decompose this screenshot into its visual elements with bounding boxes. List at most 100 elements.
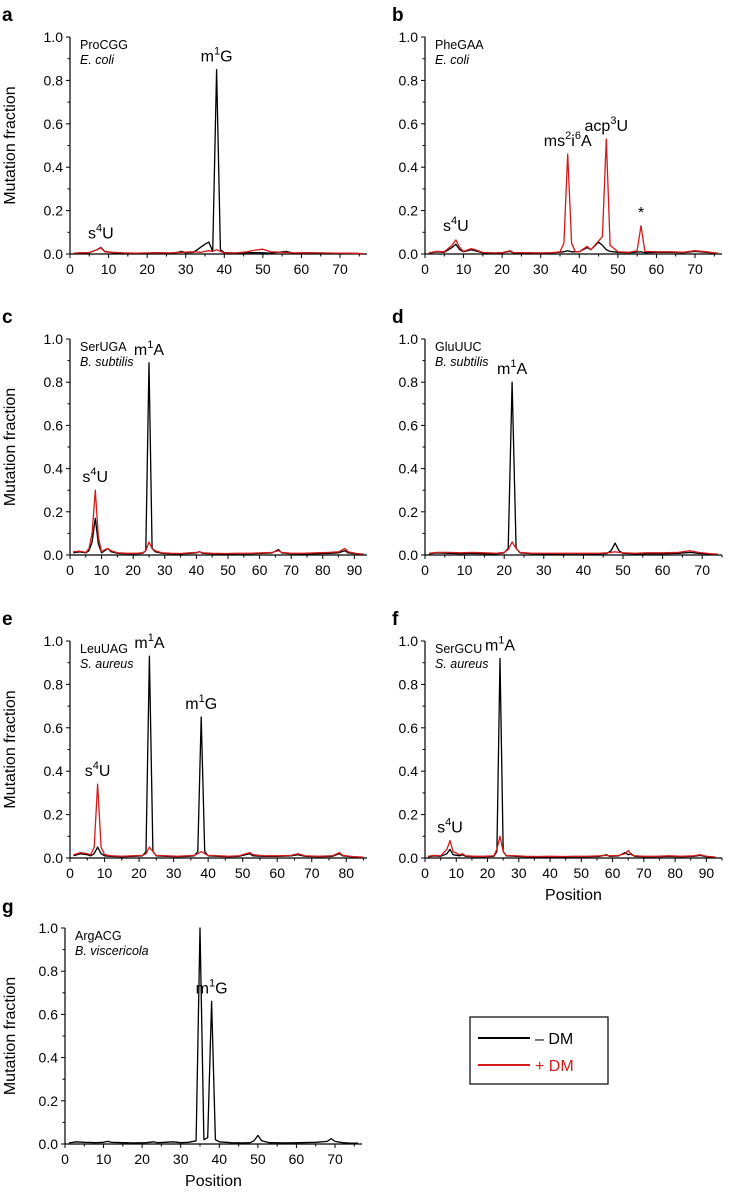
y-tick-label: 0.8	[44, 72, 64, 88]
x-tick-label: 20	[496, 562, 512, 578]
y-tick-label: 1.0	[399, 331, 419, 347]
x-tick-label: 10	[94, 562, 110, 578]
y-tick-label: 0.2	[44, 504, 64, 520]
x-tick-label: 40	[211, 1151, 227, 1167]
x-tick-label: 60	[289, 1151, 305, 1167]
x-tick-label: 40	[576, 562, 592, 578]
y-tick-label: 0.8	[39, 963, 59, 979]
x-axis-title: Position	[545, 887, 602, 904]
panel-c: c 0.0 0.2 0.4 0.6 0.8 1.0 0 10 20 30 40 50 60 70 80 90 Mu…	[2, 307, 367, 578]
y-tick-label: 0.8	[44, 676, 64, 692]
trna-name: SerUGA	[80, 340, 127, 354]
trna-name: ArgACG	[75, 929, 122, 943]
legend: – DM + DM	[469, 1016, 609, 1085]
y-tick-label: 0.4	[44, 461, 64, 477]
panel-letter: b	[392, 5, 404, 26]
x-tick-label: 0	[421, 865, 429, 881]
x-tick-label: 90	[699, 865, 715, 881]
series-line-minus-dm	[73, 655, 364, 858]
x-tick-label: 80	[315, 562, 331, 578]
x-tick-label: 30	[157, 562, 173, 578]
x-tick-label: 10	[457, 562, 473, 578]
series-line-minus-dm	[428, 381, 719, 556]
x-tick-label: 10	[448, 865, 464, 881]
y-tick-label: 0.4	[399, 461, 419, 477]
peak-label: s4U	[82, 466, 108, 486]
species-name: B. viscericola	[75, 944, 149, 958]
x-tick-label: 50	[610, 261, 626, 277]
x-tick-label: 40	[216, 261, 232, 277]
peak-label: m1G	[196, 977, 228, 997]
y-tick-label: 0.0	[399, 547, 419, 563]
x-tick-label: 20	[480, 865, 496, 881]
x-tick-label: 50	[250, 1151, 266, 1167]
x-tick-label: 70	[283, 562, 299, 578]
y-tick-label: 1.0	[44, 633, 64, 649]
x-tick-label: 60	[252, 562, 268, 578]
peak-label: m1G	[201, 46, 233, 66]
x-tick-label: 60	[649, 261, 665, 277]
x-tick-label: 10	[101, 261, 117, 277]
peak-label: m1A	[134, 632, 164, 652]
x-tick-label: 70	[694, 562, 710, 578]
series-line-minus-dm	[73, 362, 364, 556]
trna-name: PheGAA	[435, 38, 484, 52]
x-tick-label: 70	[687, 261, 703, 277]
species-name: E. coli	[80, 53, 115, 67]
x-tick-label: 50	[615, 562, 631, 578]
series-line-plus-dm	[428, 835, 716, 858]
panel-e: e 0.0 0.2 0.4 0.6 0.8 1.0 0 10 20 30 40 50 60 70 80 Muta…	[2, 609, 367, 881]
y-tick-label: 1.0	[44, 331, 64, 347]
trna-name: SerGCU	[435, 642, 482, 656]
x-tick-label: 0	[66, 562, 74, 578]
x-tick-label: 70	[332, 261, 348, 277]
panel-letter: d	[392, 307, 404, 328]
y-tick-label: 0.4	[399, 763, 419, 779]
y-tick-label: 0.6	[44, 720, 64, 736]
y-tick-label: 0.6	[399, 720, 419, 736]
y-tick-label: 0.8	[399, 676, 419, 692]
y-tick-label: 0.0	[39, 1136, 59, 1152]
series-line-minus-dm	[68, 927, 359, 1144]
series-line-plus-dm	[428, 138, 719, 254]
x-tick-label: 60	[655, 562, 671, 578]
y-tick-label: 0.0	[44, 246, 64, 262]
y-tick-label: 0.2	[399, 807, 419, 823]
y-axis-title: Mutation fraction	[2, 86, 19, 204]
x-tick-label: 40	[542, 865, 558, 881]
y-axis-title: Mutation fraction	[2, 977, 19, 1095]
panel-letter: f	[392, 609, 399, 630]
species-name: S. aureus	[435, 657, 489, 671]
panel-letter: a	[2, 5, 13, 26]
x-tick-label: 0	[66, 865, 74, 881]
y-tick-label: 0.0	[44, 547, 64, 563]
peak-label: *	[638, 205, 644, 222]
series-line-plus-dm	[73, 489, 364, 555]
y-tick-label: 0.8	[399, 374, 419, 390]
x-tick-label: 50	[220, 562, 236, 578]
species-name: B. subtilis	[80, 355, 134, 369]
x-tick-label: 10	[97, 865, 113, 881]
species-name: S. aureus	[80, 657, 134, 671]
panel-letter: g	[2, 897, 14, 918]
y-tick-label: 0.2	[399, 504, 419, 520]
panel-d: d 0.0 0.2 0.4 0.6 0.8 1.0 0 10 20 30 40 50 60 70 GluUUC…	[392, 307, 723, 578]
peak-label: m1A	[485, 634, 515, 654]
y-tick-label: 0.4	[44, 159, 64, 175]
series-line-plus-dm	[428, 541, 719, 555]
y-axis-title: Mutation fraction	[2, 388, 19, 506]
x-tick-label: 20	[131, 865, 147, 881]
peak-label: m1A	[497, 358, 527, 378]
x-tick-label: 80	[338, 865, 354, 881]
peak-label: s4U	[443, 215, 469, 235]
x-tick-label: 30	[533, 261, 549, 277]
y-tick-label: 1.0	[399, 29, 419, 45]
panel-letter: e	[2, 609, 13, 630]
x-tick-label: 30	[178, 261, 194, 277]
x-tick-label: 50	[235, 865, 251, 881]
x-tick-label: 10	[456, 261, 472, 277]
x-axis-title: Position	[185, 1173, 242, 1190]
x-tick-label: 60	[269, 865, 285, 881]
y-tick-label: 0.8	[44, 374, 64, 390]
trna-name: ProCGG	[80, 38, 128, 52]
